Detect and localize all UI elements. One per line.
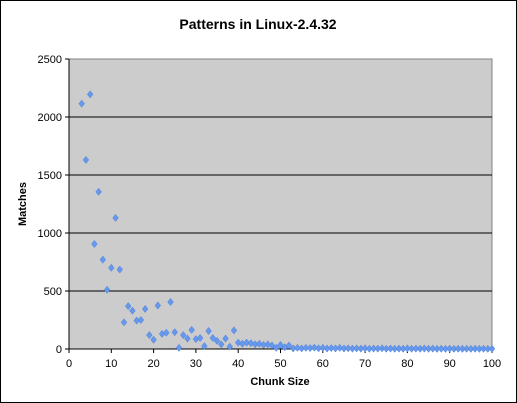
x-tick-label: 90 [444,358,456,370]
x-tick-label: 20 [147,358,159,370]
x-axis: 0 10 20 30 40 50 60 70 80 90 100 [66,349,501,370]
y-tick-label: 2500 [38,54,62,66]
y-tick-label: 0 [56,344,62,356]
y-axis-label: Matches [17,182,29,226]
x-axis-label: Chunk Size [250,376,309,388]
chart-title: Patterns in Linux-2.4.32 [179,16,336,32]
plot-area [69,59,492,349]
x-tick-label: 80 [401,358,413,370]
x-tick-label: 50 [274,358,286,370]
y-tick-label: 500 [44,286,62,298]
x-tick-label: 40 [232,358,244,370]
y-tick-label: 2000 [38,112,62,124]
y-tick-label: 1500 [38,170,62,182]
x-tick-label: 60 [317,358,329,370]
y-tick-label: 1000 [38,228,62,240]
x-tick-label: 100 [483,358,501,370]
x-tick-label: 0 [66,358,72,370]
y-axis: 0 500 1000 1500 2000 2500 [38,54,69,356]
x-tick-label: 70 [359,358,371,370]
x-tick-label: 10 [105,358,117,370]
x-tick-label: 30 [190,358,202,370]
